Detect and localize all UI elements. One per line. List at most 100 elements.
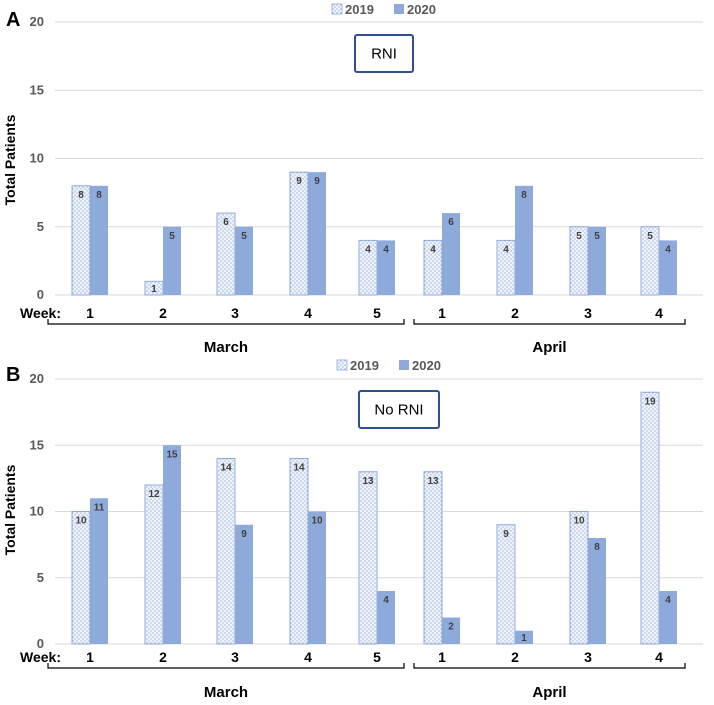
legend: 2019 2020 <box>331 2 436 17</box>
bar-2020 <box>515 630 533 644</box>
x-tick-label: 4 <box>655 305 663 321</box>
legend-label-2019: 2019 <box>345 2 374 17</box>
x-tick-label: 4 <box>655 649 663 665</box>
data-label-2019: 9 <box>503 529 509 540</box>
chart-title: RNI <box>371 46 397 63</box>
bar-2020 <box>442 617 460 644</box>
bar-2020 <box>588 538 606 644</box>
group-bracket <box>413 663 686 669</box>
y-axis-label: Total Patients <box>2 114 18 205</box>
y-tick-label: 15 <box>30 82 44 97</box>
y-tick-label: 20 <box>30 371 44 386</box>
bar-2020 <box>515 185 533 295</box>
data-label-2019: 12 <box>148 489 160 500</box>
bar-2019 <box>358 471 378 645</box>
bar-2020 <box>90 498 108 644</box>
x-tick-label: 1 <box>86 305 94 321</box>
chart-title: No RNI <box>374 402 423 419</box>
data-label-2019: 6 <box>223 217 229 228</box>
data-label-2019: 8 <box>78 190 84 201</box>
data-label-2020: 6 <box>448 217 454 228</box>
data-label-2019: 14 <box>293 463 305 474</box>
data-label-2020: 4 <box>383 244 389 255</box>
data-label-2020: 4 <box>665 244 671 255</box>
x-tick-label: 1 <box>438 649 446 665</box>
bar-2020 <box>90 185 108 295</box>
data-label-2020: 11 <box>94 502 105 513</box>
data-label-2019: 10 <box>75 516 87 527</box>
bar-2020 <box>588 226 606 295</box>
y-tick-label: 0 <box>37 287 44 302</box>
data-label-2019: 5 <box>647 231 653 242</box>
bar-2019 <box>289 458 309 645</box>
legend-label-2020: 2020 <box>412 358 441 373</box>
x-tick-label: 5 <box>373 649 381 665</box>
y-tick-label: 10 <box>30 151 44 166</box>
data-label-2019: 9 <box>296 176 302 187</box>
bar-2020 <box>235 226 253 295</box>
legend-label-2019: 2019 <box>350 358 379 373</box>
bar-2019 <box>569 511 589 645</box>
week-label: Week: <box>20 305 61 321</box>
y-tick-label: 15 <box>30 437 44 452</box>
data-label-2019: 4 <box>365 244 371 255</box>
data-label-2019: 13 <box>427 476 439 487</box>
week-label: Week: <box>20 649 61 665</box>
bar-2019 <box>640 391 660 645</box>
group-label-april: April <box>532 339 566 356</box>
group-label-march: March <box>204 684 248 701</box>
x-tick-label: 3 <box>231 305 239 321</box>
bar-2020 <box>659 240 677 295</box>
x-tick-label: 1 <box>86 649 94 665</box>
data-label-2020: 15 <box>166 449 178 460</box>
legend-swatch-2019 <box>331 3 343 15</box>
chart-title-box <box>354 34 414 73</box>
data-label-2020: 2 <box>448 622 454 633</box>
data-label-2020: 5 <box>169 231 175 242</box>
legend-swatch-2020 <box>399 360 409 370</box>
bar-2019 <box>71 511 91 645</box>
bar-2020 <box>308 172 326 295</box>
bar-2019 <box>144 484 164 645</box>
group-label-march: March <box>204 339 248 356</box>
bar-2020 <box>308 511 326 644</box>
data-label-2020: 9 <box>314 176 320 187</box>
bar-2019 <box>71 185 91 296</box>
data-label-2020: 1 <box>521 633 527 644</box>
group-bracket <box>47 663 405 669</box>
x-tick-label: 3 <box>231 649 239 665</box>
legend-swatch-2019 <box>336 359 348 371</box>
panel-letter: A <box>6 9 20 31</box>
bar-2019 <box>496 524 516 645</box>
data-label-2020: 9 <box>241 529 247 540</box>
group-bracket <box>413 319 686 325</box>
legend-swatch-2020 <box>394 4 404 14</box>
data-label-2020: 5 <box>241 231 247 242</box>
x-tick-label: 4 <box>304 649 312 665</box>
group-label-april: April <box>532 684 566 701</box>
x-tick-label: 4 <box>304 305 312 321</box>
bar-2020 <box>235 524 253 644</box>
x-tick-label: 2 <box>511 649 519 665</box>
x-tick-label: 3 <box>584 305 592 321</box>
data-label-2020: 4 <box>383 595 389 606</box>
y-tick-label: 20 <box>30 14 44 29</box>
x-tick-label: 2 <box>511 305 519 321</box>
data-label-2019: 1 <box>151 284 157 295</box>
data-label-2020: 8 <box>594 542 600 553</box>
y-tick-label: 5 <box>37 219 44 234</box>
bar-2020 <box>163 226 181 295</box>
bar-2020 <box>377 591 395 644</box>
bar-2020 <box>442 213 460 295</box>
data-label-2020: 4 <box>665 595 671 606</box>
data-label-2020: 8 <box>96 190 102 201</box>
y-tick-label: 0 <box>37 636 44 651</box>
y-tick-label: 5 <box>37 570 44 585</box>
x-tick-label: 2 <box>159 305 167 321</box>
x-tick-label: 1 <box>438 305 446 321</box>
data-label-2019: 13 <box>362 476 374 487</box>
data-label-2019: 14 <box>220 463 232 474</box>
